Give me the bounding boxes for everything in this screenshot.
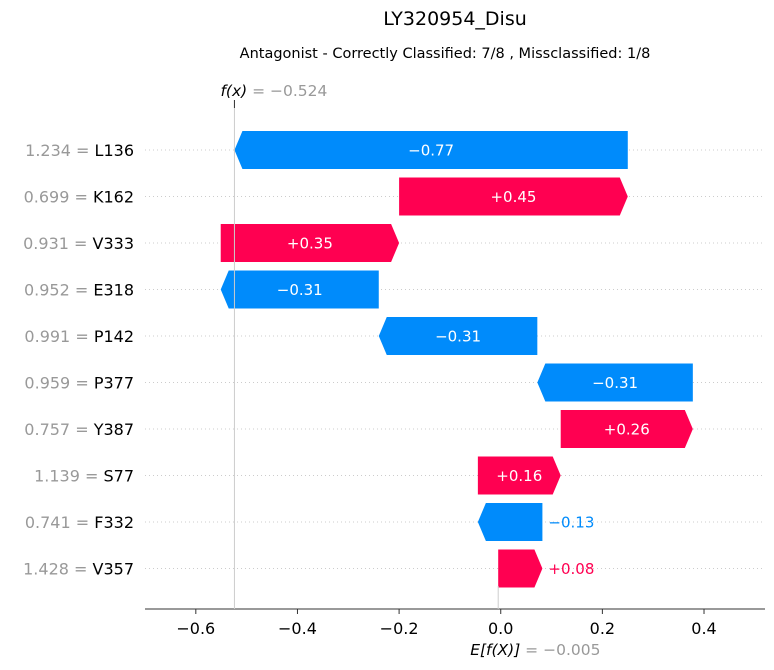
fx-value: = −0.524 [247, 82, 327, 100]
waterfall-bar [399, 177, 628, 216]
feature-name: S77 [103, 467, 134, 486]
feature-label: 1.428 = V357 [23, 560, 134, 579]
x-tick-label: 0.0 [488, 619, 513, 638]
feature-name: P142 [94, 327, 134, 346]
feature-label: 0.741 = F332 [25, 513, 134, 532]
fx-label: f(x) = −0.524 [220, 82, 327, 100]
waterfall-bar [220, 270, 379, 309]
feature-label: 1.234 = L136 [25, 141, 134, 160]
feature-name: L136 [95, 141, 134, 160]
waterfall-bar [537, 363, 693, 402]
waterfall-bar [477, 503, 543, 541]
value-markers: f(x) = −0.524 E[f(X)] = −0.005 [220, 82, 600, 659]
feature-value: 1.139 = [34, 467, 103, 486]
feature-label: 0.991 = P142 [24, 327, 134, 346]
feature-value: 1.428 = [23, 560, 92, 579]
waterfall-bar [234, 131, 628, 169]
feature-label: 1.139 = S77 [34, 467, 134, 486]
efx-prefix: E[f(X)] [470, 641, 520, 659]
feature-value: 0.991 = [24, 327, 93, 346]
feature-value: 0.757 = [24, 420, 93, 439]
feature-name: V333 [93, 234, 134, 253]
feature-name: K162 [93, 188, 134, 207]
feature-label: 0.931 = V333 [23, 234, 134, 253]
feature-name: Y387 [93, 420, 134, 439]
bar-value-label: +0.35 [287, 235, 333, 253]
feature-value: 0.959 = [24, 374, 93, 393]
feature-name: P377 [94, 374, 134, 393]
feature-value: 0.931 = [23, 234, 92, 253]
bar-value-label: −0.31 [435, 328, 481, 346]
feature-label: 0.959 = P377 [24, 374, 134, 393]
feature-value: 0.699 = [24, 188, 93, 207]
x-tick-label: −0.4 [278, 619, 317, 638]
waterfall-bar [220, 224, 400, 262]
chart-title: LY320954_Disu [383, 8, 527, 30]
bar-value-label: −0.31 [277, 281, 323, 299]
feature-label: 0.757 = Y387 [24, 420, 134, 439]
waterfall-bar [477, 456, 561, 495]
bar-value-label: +0.08 [548, 560, 594, 578]
feature-label: 0.699 = K162 [24, 188, 134, 207]
x-tick-label: 0.4 [691, 619, 716, 638]
bar-value-label: −0.13 [548, 514, 594, 532]
x-tick-label: −0.2 [380, 619, 419, 638]
x-axis: −0.6 −0.4 −0.2 0.0 0.2 0.4 [145, 608, 765, 638]
feature-value: 1.234 = [25, 141, 94, 160]
waterfall-bar [498, 549, 543, 588]
feature-name: E318 [93, 281, 134, 300]
x-tick-label: 0.2 [590, 619, 615, 638]
bar-value-label: +0.45 [490, 188, 536, 206]
feature-name: F332 [94, 513, 134, 532]
efx-value: = −0.005 [520, 641, 600, 659]
feature-value: 0.952 = [24, 281, 93, 300]
fx-prefix: f(x) [220, 82, 247, 100]
bar-value-label: −0.31 [592, 374, 638, 392]
feature-value: 0.741 = [25, 513, 94, 532]
bar-value-label: +0.16 [496, 467, 542, 485]
waterfall-bar [560, 410, 693, 448]
feature-rows: −0.77 1.234 = L136 +0.45 0.699 = K162 +0.35 0… [23, 131, 765, 588]
chart-subtitle: Antagonist - Correctly Classified: 7/8 ,… [240, 46, 651, 62]
x-tick-label: −0.6 [176, 619, 215, 638]
bar-value-label: −0.77 [408, 142, 454, 160]
waterfall-bar [378, 317, 538, 355]
feature-name: V357 [93, 560, 134, 579]
feature-label: 0.952 = E318 [24, 281, 134, 300]
efx-label: E[f(X)] = −0.005 [470, 641, 600, 659]
bar-value-label: +0.26 [604, 421, 650, 439]
